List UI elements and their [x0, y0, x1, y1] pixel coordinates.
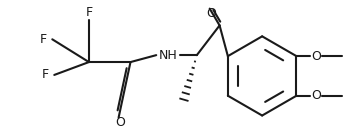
Text: NH: NH [159, 49, 178, 62]
Text: O: O [116, 116, 126, 129]
Text: O: O [207, 7, 217, 20]
Text: O: O [311, 89, 321, 102]
Text: F: F [40, 33, 47, 46]
Text: F: F [85, 6, 92, 19]
Text: F: F [42, 68, 49, 81]
Text: O: O [311, 50, 321, 63]
